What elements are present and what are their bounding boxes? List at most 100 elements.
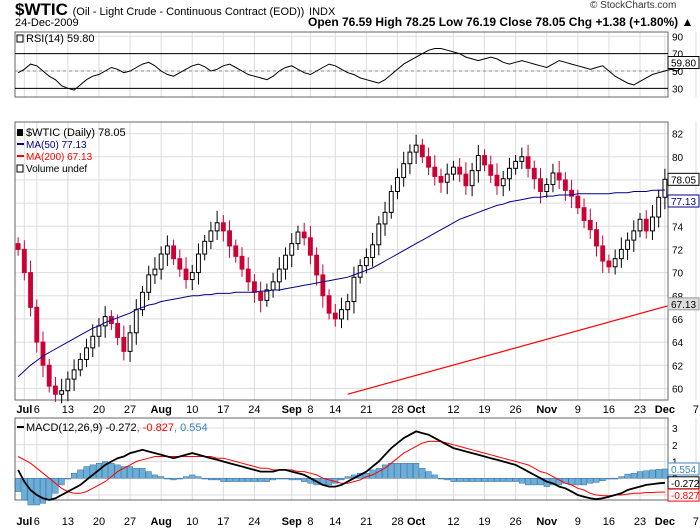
x-axis: JulJul66131320202727AugAug101017172424Se… — [16, 404, 699, 528]
macd-histogram-bar — [189, 474, 196, 479]
x-tick-label: 27 — [124, 404, 136, 416]
macd-histogram-bar — [394, 462, 401, 479]
macd-histogram-bar — [643, 470, 650, 479]
x-tick-label: 8 — [307, 516, 313, 528]
ma200-current-value-box — [667, 297, 700, 311]
candle-body — [15, 243, 21, 250]
candle-body — [183, 268, 189, 281]
macd-signal-value-box — [667, 488, 700, 502]
candle-body — [643, 218, 649, 232]
candle-body — [482, 155, 487, 166]
rsi-y-tick-label: 30 — [672, 84, 684, 95]
x-tick-label: 10 — [186, 516, 198, 528]
candle-body — [245, 268, 251, 283]
x-tick-label: Nov — [536, 404, 558, 416]
macd-histogram-bar — [587, 478, 594, 484]
rsi-y-tick-label: 50 — [672, 67, 684, 78]
candle-body — [444, 173, 450, 183]
macd-histogram-bar — [549, 478, 556, 486]
candle-body — [600, 245, 606, 262]
price-y-tick-label: 72 — [672, 245, 684, 256]
candle-body — [488, 164, 494, 176]
x-tick-label: 20 — [93, 404, 105, 416]
macd-histogram-bar — [39, 478, 46, 504]
candle-body — [276, 268, 282, 283]
candle-body — [569, 189, 575, 197]
x-tick-label: Jul — [16, 516, 32, 528]
candle-body — [544, 184, 550, 193]
x-tick-label: 8 — [307, 404, 313, 416]
rsi-line — [17, 48, 691, 91]
macd-histogram-bar — [630, 473, 637, 479]
macd-histogram-bar — [133, 468, 140, 479]
macd-histogram-bar — [183, 476, 190, 479]
candle-body — [345, 301, 351, 311]
x-tick-label: 6 — [34, 516, 40, 528]
candle-body — [594, 229, 599, 247]
macd-histogram-bar — [581, 478, 588, 486]
candle-body — [556, 172, 562, 181]
macd-histogram-bar — [438, 478, 445, 480]
macd-histogram-bar — [369, 469, 376, 479]
candle-body — [140, 291, 145, 311]
candle-body — [90, 335, 96, 349]
x-tick-label: 24 — [248, 516, 260, 528]
x-tick-label: 16 — [603, 404, 615, 416]
macd-histogram-bar — [33, 478, 40, 506]
x-tick-label: 9 — [575, 516, 581, 528]
candle-body — [121, 336, 127, 352]
macd-current-value: -0.272 — [671, 479, 700, 490]
macd-histogram-bar — [263, 478, 270, 482]
x-tick-label: Jul — [16, 404, 32, 416]
candle-body — [283, 254, 288, 270]
candle-body — [513, 160, 519, 169]
x-tick-label: 12 — [447, 404, 459, 416]
macd-histogram-bar — [83, 466, 90, 479]
x-tick-label: 7 — [693, 516, 699, 528]
macd-histogram-bar — [120, 466, 127, 479]
macd-histogram-bar — [58, 478, 65, 486]
candle-body — [494, 174, 500, 187]
macd-histogram-bar — [226, 478, 233, 482]
macd-histogram-bar — [232, 478, 239, 482]
x-tick-label: 23 — [634, 516, 646, 528]
candle-body — [351, 276, 357, 303]
candle-body — [662, 178, 668, 198]
candle-body — [656, 196, 662, 218]
candle-body — [606, 260, 612, 268]
candle-body — [382, 211, 388, 225]
candle-body — [227, 230, 232, 247]
rsi-y-tick-label: 90 — [672, 32, 684, 43]
price-y-tick-label: 82 — [672, 130, 684, 141]
candle-body — [295, 231, 301, 245]
x-tick-label: 17 — [217, 516, 229, 528]
candle-body — [84, 347, 89, 360]
x-tick-label: 26 — [510, 404, 522, 416]
macd-signal-value: -0.827 — [671, 491, 700, 502]
ma200-line — [347, 305, 669, 395]
ma50-line — [17, 189, 665, 378]
candle-body — [133, 309, 139, 334]
macd-histogram-bar — [127, 466, 134, 479]
candle-body — [525, 156, 531, 169]
macd-y-tick-label: 2 — [672, 441, 678, 452]
candle-body — [637, 218, 643, 232]
x-tick-label: Aug — [150, 516, 171, 528]
candle-body — [575, 195, 581, 209]
macd-histogram-bar — [599, 478, 606, 481]
candle-body — [363, 257, 369, 267]
x-tick-label: Sep — [282, 404, 302, 416]
macd-histogram-bar — [487, 478, 494, 482]
price-close-value-box — [667, 172, 700, 186]
candle-body — [115, 323, 121, 338]
macd-histogram-bar — [288, 478, 295, 481]
candle-body — [438, 175, 444, 183]
price-y-tick-label: 64 — [672, 338, 684, 349]
x-tick-label: 10 — [186, 404, 198, 416]
price-background — [15, 122, 668, 400]
macd-histogram-bar — [282, 478, 289, 480]
macd-histogram-bar — [475, 478, 482, 482]
rsi-y-tick-label: 70 — [672, 50, 684, 61]
candle-body — [301, 231, 307, 239]
